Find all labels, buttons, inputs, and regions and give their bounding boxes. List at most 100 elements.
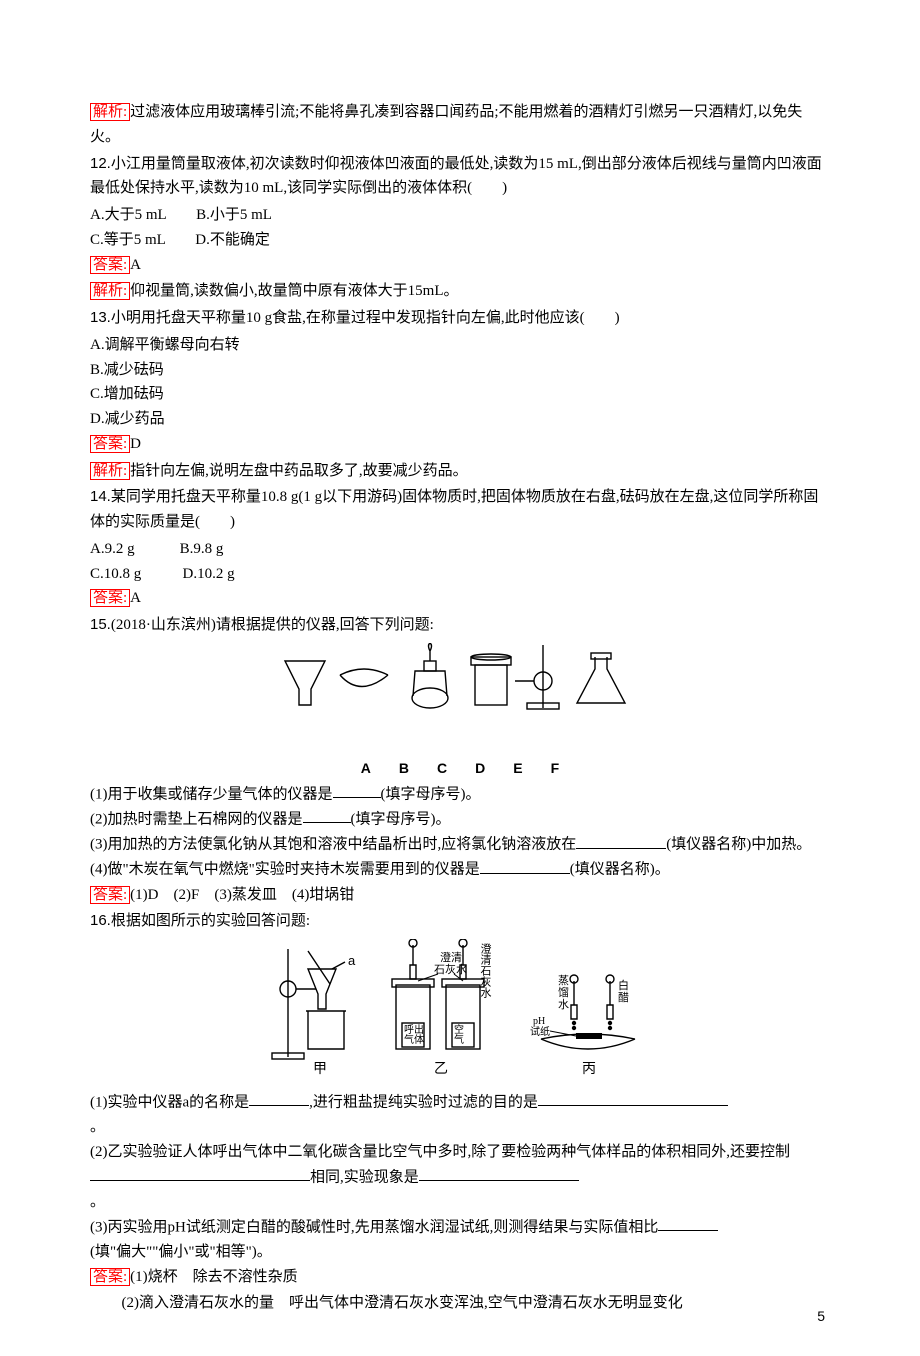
text: (2)乙实验验证人体呼出气体中二氧化碳含量比空气中多时,除了要检验两种气体样品的… <box>90 1144 790 1160</box>
q16-p1: (1)实验中仪器a的名称是 ,进行粗盐提纯实验时过滤的目的是 <box>90 1090 830 1115</box>
label-b: B <box>399 757 409 780</box>
answer-value: D <box>130 436 141 452</box>
blank <box>303 807 351 824</box>
blank <box>538 1090 728 1107</box>
answer-text: (1)D (2)F (3)蒸发皿 (4)坩埚钳 <box>130 887 354 903</box>
q12-options-row1: A.大于5 mL B.小于5 mL <box>90 203 830 228</box>
q14-options-row2: C.10.8 g D.10.2 g <box>90 562 830 587</box>
q14-options-row1: A.9.2 g B.9.8 g <box>90 537 830 562</box>
text: (2)加热时需垫上石棉网的仪器是 <box>90 811 303 827</box>
opt-c: C.等于5 mL <box>90 232 165 248</box>
opt-c: C.10.8 g <box>90 566 141 582</box>
blank <box>249 1090 309 1107</box>
q14-stem: 14.某同学用托盘天平称量10.8 g(1 g以下用游码)固体物质时,把固体物质… <box>90 485 830 535</box>
fig-label-jia: 甲 <box>313 1062 327 1077</box>
annot-ph-2: 试纸 <box>530 1025 550 1038</box>
question-number: 12. <box>90 155 111 172</box>
q16-figure: a <box>90 939 830 1088</box>
opt-d: D.不能确定 <box>195 232 270 248</box>
tail: (填字母序号)。 <box>351 811 451 827</box>
text: (3)丙实验用pH试纸测定白醋的酸碱性时,先用蒸馏水润湿试纸,则测得结果与实际值… <box>90 1219 658 1235</box>
q13-stem: 13.小明用托盘天平称量10 g食盐,在称量过程中发现指针向左偏,此时他应该( … <box>90 306 830 331</box>
stem-text: 小明用托盘天平称量10 g食盐,在称量过程中发现指针向左偏,此时他应该( ) <box>111 310 620 326</box>
text: (1)实验中仪器a的名称是 <box>90 1094 249 1110</box>
label-f: F <box>551 757 560 780</box>
label-a: A <box>361 757 371 780</box>
q14-answer: 答案:A <box>90 586 830 611</box>
q16-answer-1: 答案:(1)烧杯 除去不溶性杂质 <box>90 1265 830 1290</box>
opt-b: B.减少砝码 <box>90 358 830 383</box>
stem-text: (2018·山东滨州)请根据提供的仪器,回答下列问题: <box>111 617 434 633</box>
annot-vinegar-2: 醋 <box>618 990 629 1004</box>
answer-value: A <box>130 590 141 606</box>
svg-text:a: a <box>348 953 356 968</box>
analysis-label: 解析: <box>90 462 130 480</box>
stem-text: 某同学用托盘天平称量10.8 g(1 g以下用游码)固体物质时,把固体物质放在右… <box>90 489 818 530</box>
q12-analysis: 解析:仰视量筒,读数偏小,故量筒中原有液体大于15mL。 <box>90 279 830 304</box>
q12-options-row2: C.等于5 mL D.不能确定 <box>90 228 830 253</box>
annot-distilled-2: 馏 <box>558 985 569 999</box>
label-c: C <box>437 757 447 780</box>
q11-analysis: 解析:过滤液体应用玻璃棒引流;不能将鼻孔凑到容器口闻药品;不能用燃着的酒精灯引燃… <box>90 100 830 150</box>
analysis-text: 仰视量筒,读数偏小,故量筒中原有液体大于15mL。 <box>130 283 458 299</box>
q15-stem: 15.(2018·山东滨州)请根据提供的仪器,回答下列问题: <box>90 613 830 638</box>
label-e: E <box>513 757 522 780</box>
annot-limewater-top2: 石灰水 <box>434 962 467 976</box>
blank <box>419 1165 579 1182</box>
analysis-label: 解析: <box>90 103 130 121</box>
q12-stem: 12.小江用量筒量取液体,初次读数时仰视液体凹液面的最低处,读数为15 mL,倒… <box>90 152 830 202</box>
q16-p2-tail: 。 <box>90 1190 830 1215</box>
q15-answer: 答案:(1)D (2)F (3)蒸发皿 (4)坩埚钳 <box>90 883 830 908</box>
blank <box>576 832 666 849</box>
label-d: D <box>475 757 485 780</box>
blank <box>658 1215 718 1232</box>
q13-analysis: 解析:指针向左偏,说明左盘中药品取多了,故要减少药品。 <box>90 459 830 484</box>
annot-limewater-top1: 澄清 <box>440 950 462 964</box>
analysis-label: 解析: <box>90 282 130 300</box>
blank <box>333 782 381 799</box>
text: (3)用加热的方法使氯化钠从其饱和溶液中结晶析出时,应将氯化钠溶液放在 <box>90 837 576 853</box>
opt-a: A.调解平衡螺母向右转 <box>90 333 830 358</box>
q16-answer-2: (2)滴入澄清石灰水的量 呼出气体中澄清石灰水变浑浊,空气中澄清石灰水无明显变化 <box>90 1291 830 1316</box>
q15-p4: (4)做"木炭在氧气中燃烧"实验时夹持木炭需要用到的仪器是 (填仪器名称)。 <box>90 857 830 882</box>
opt-a: A.大于5 mL <box>90 207 166 223</box>
answer-label: 答案: <box>90 435 130 453</box>
text: (4)做"木炭在氧气中燃烧"实验时夹持木炭需要用到的仪器是 <box>90 862 480 878</box>
fig-label-bing: 丙 <box>582 1062 596 1077</box>
q15-p3: (3)用加热的方法使氯化钠从其饱和溶液中结晶析出时,应将氯化钠溶液放在 (填仪器名… <box>90 832 830 857</box>
text2: ,进行粗盐提纯实验时过滤的目的是 <box>309 1094 538 1110</box>
answer-label: 答案: <box>90 886 130 904</box>
answer-value: A <box>130 257 141 273</box>
answer-text: (1)烧杯 除去不溶性杂质 <box>130 1269 298 1285</box>
annot-distilled-1: 蒸 <box>558 974 569 987</box>
answer-label: 答案: <box>90 1268 130 1286</box>
opt-d: D.减少药品 <box>90 407 830 432</box>
analysis-text: 指针向左偏,说明左盘中药品取多了,故要减少药品。 <box>130 463 468 479</box>
stem-text: 小江用量筒量取液体,初次读数时仰视液体凹液面的最低处,读数为15 mL,倒出部分… <box>90 156 822 197</box>
q15-figure: A B C D E F <box>90 643 830 780</box>
question-number: 15. <box>90 616 111 633</box>
tail: (填仪器名称)。 <box>570 862 670 878</box>
opt-b: B.小于5 mL <box>196 207 272 223</box>
question-number: 14. <box>90 488 111 505</box>
q16-p3: (3)丙实验用pH试纸测定白醋的酸碱性时,先用蒸馏水润湿试纸,则测得结果与实际值… <box>90 1215 830 1240</box>
blank <box>480 857 570 874</box>
q16-p2: (2)乙实验验证人体呼出气体中二氧化碳含量比空气中多时,除了要检验两种气体样品的… <box>90 1140 830 1190</box>
text: (1)用于收集或储存少量气体的仪器是 <box>90 786 333 802</box>
question-number: 16. <box>90 912 111 929</box>
question-number: 13. <box>90 309 111 326</box>
annot-ph-1: pH <box>533 1016 545 1027</box>
annot-distilled-3: 水 <box>558 998 569 1011</box>
answer-label: 答案: <box>90 589 130 607</box>
answer-label: 答案: <box>90 256 130 274</box>
annot-vinegar-1: 白 <box>618 978 629 992</box>
page-number: 5 <box>817 1305 825 1328</box>
opt-b: B.9.8 g <box>180 541 224 557</box>
annot-air-2: 气 <box>454 1033 464 1046</box>
stem-text: 根据如图所示的实验回答问题: <box>111 913 310 929</box>
tail: (填仪器名称)中加热。 <box>666 837 811 853</box>
blank <box>90 1165 310 1182</box>
text2: 相同,实验现象是 <box>310 1169 419 1185</box>
q15-figure-labels: A B C D E F <box>90 757 830 780</box>
fig-label-yi: 乙 <box>434 1061 448 1077</box>
